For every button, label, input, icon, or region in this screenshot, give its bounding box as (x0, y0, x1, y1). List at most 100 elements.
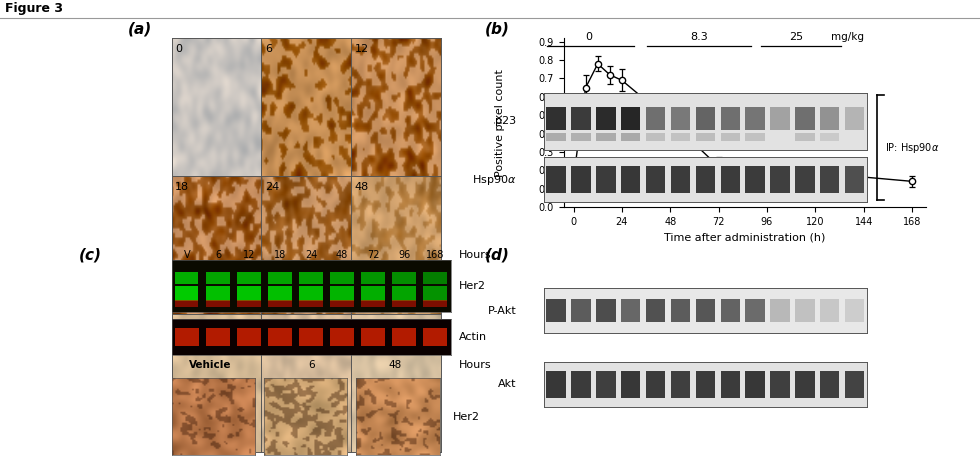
Bar (820, 107, 840, 130)
Text: V: V (183, 249, 190, 260)
Bar (720, 299, 740, 322)
Bar (571, 107, 591, 130)
Text: Actin: Actin (460, 332, 487, 342)
Text: mg/kg: mg/kg (831, 32, 864, 42)
Bar (845, 166, 864, 193)
Bar (696, 299, 715, 322)
Text: 18: 18 (175, 182, 189, 192)
Bar (845, 299, 864, 322)
Y-axis label: Positive pixel count: Positive pixel count (496, 69, 506, 177)
Bar (299, 328, 323, 346)
Text: (c): (c) (78, 248, 101, 263)
Bar (670, 371, 690, 398)
Bar (770, 371, 790, 398)
Bar (820, 299, 840, 322)
Text: (a): (a) (127, 21, 152, 37)
Text: Her2: Her2 (460, 281, 486, 291)
Bar (299, 272, 322, 284)
Bar (206, 328, 230, 346)
Bar (621, 371, 640, 398)
Bar (269, 286, 292, 301)
Bar (720, 133, 740, 141)
Text: 168: 168 (355, 320, 376, 330)
Bar (820, 133, 840, 141)
Bar (174, 328, 199, 346)
Bar (670, 133, 690, 141)
Bar (795, 107, 814, 130)
Text: 168: 168 (426, 249, 445, 260)
Bar (696, 107, 715, 130)
Bar (269, 272, 292, 284)
Bar (770, 166, 790, 193)
Bar (329, 328, 354, 346)
Text: 12: 12 (243, 249, 255, 260)
Bar (423, 300, 447, 307)
Text: 48: 48 (388, 360, 402, 370)
Bar (845, 371, 864, 398)
Text: 24: 24 (305, 249, 318, 260)
Bar (330, 286, 354, 301)
Bar (670, 107, 690, 130)
Bar (646, 166, 665, 193)
Bar (646, 371, 665, 398)
Text: P-Akt: P-Akt (488, 306, 516, 316)
Text: Hours: Hours (460, 360, 492, 370)
Bar (571, 371, 591, 398)
Bar (746, 299, 764, 322)
Bar (422, 328, 447, 346)
Bar (392, 300, 416, 307)
Bar (268, 328, 292, 346)
Bar (392, 272, 416, 284)
Bar (746, 166, 764, 193)
Bar (670, 299, 690, 322)
Bar (746, 371, 764, 398)
Text: Her2: Her2 (453, 411, 480, 422)
Bar (696, 133, 715, 141)
Bar (392, 286, 416, 301)
Bar (770, 299, 790, 322)
Text: 0: 0 (586, 32, 593, 42)
Bar (547, 299, 565, 322)
Bar (571, 133, 591, 141)
Bar (547, 107, 565, 130)
Text: p23: p23 (495, 116, 516, 127)
Text: 24: 24 (265, 182, 279, 192)
Bar (206, 300, 229, 307)
Text: Akt: Akt (498, 379, 516, 389)
Bar (746, 133, 764, 141)
Bar (596, 371, 615, 398)
Text: 72: 72 (367, 249, 379, 260)
Bar (646, 133, 665, 141)
Bar (770, 107, 790, 130)
Bar (237, 272, 261, 284)
Bar (547, 166, 565, 193)
Bar (362, 286, 385, 301)
Text: Vehicle: Vehicle (189, 360, 232, 370)
Text: 6: 6 (215, 249, 221, 260)
Text: Figure 3: Figure 3 (5, 2, 63, 15)
Bar (795, 371, 814, 398)
Bar (547, 371, 565, 398)
Bar (330, 272, 354, 284)
Text: 72: 72 (175, 320, 189, 330)
Bar (362, 300, 385, 307)
Bar (845, 107, 864, 130)
Bar (621, 107, 640, 130)
Bar (423, 286, 447, 301)
Text: 6: 6 (265, 44, 271, 54)
Bar (361, 328, 385, 346)
Bar (596, 107, 615, 130)
Bar (596, 166, 615, 193)
Text: (b): (b) (485, 21, 510, 37)
Bar (392, 328, 416, 346)
Bar (720, 371, 740, 398)
Text: (d): (d) (485, 248, 510, 263)
Bar (299, 300, 322, 307)
Bar (621, 299, 640, 322)
Bar (330, 300, 354, 307)
Bar (820, 166, 840, 193)
Bar (621, 133, 640, 141)
Text: 96: 96 (265, 320, 279, 330)
Text: 6: 6 (308, 360, 315, 370)
Bar (646, 107, 665, 130)
